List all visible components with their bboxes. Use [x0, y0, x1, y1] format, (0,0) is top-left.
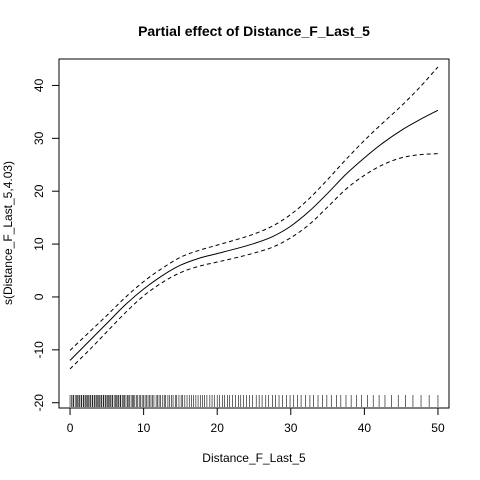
y-axis: -20 -10 0 10 20 30 40: [32, 78, 60, 412]
x-tick-label: 10: [137, 421, 151, 435]
x-tick-label: 20: [211, 421, 225, 435]
x-tick-label: 0: [67, 421, 74, 435]
rug-marks: [69, 395, 439, 407]
y-tick-label: -10: [32, 341, 46, 359]
y-tick-label: 30: [32, 131, 46, 145]
confidence-band-line: [69, 66, 439, 351]
x-axis-label: Distance_F_Last_5: [202, 451, 306, 465]
x-tick-label: 30: [284, 421, 298, 435]
y-tick-label: 0: [32, 293, 46, 300]
x-axis: 0 10 20 30 40 50: [67, 407, 445, 435]
y-tick-label: 40: [32, 78, 46, 92]
x-tick-label: 40: [358, 421, 372, 435]
y-tick-label: 20: [32, 184, 46, 198]
x-tick-label: 50: [431, 421, 445, 435]
series-group: [69, 66, 439, 370]
plot-frame: [58, 58, 450, 409]
y-tick-label: -20: [32, 394, 46, 412]
y-tick-label: 10: [32, 237, 46, 251]
confidence-band-line: [69, 153, 438, 370]
smooth-fit-line: [69, 109, 439, 361]
chart-title: Partial effect of Distance_F_Last_5: [138, 23, 370, 39]
y-axis-label: s(Distance_F_Last_5,4.03): [1, 161, 15, 305]
